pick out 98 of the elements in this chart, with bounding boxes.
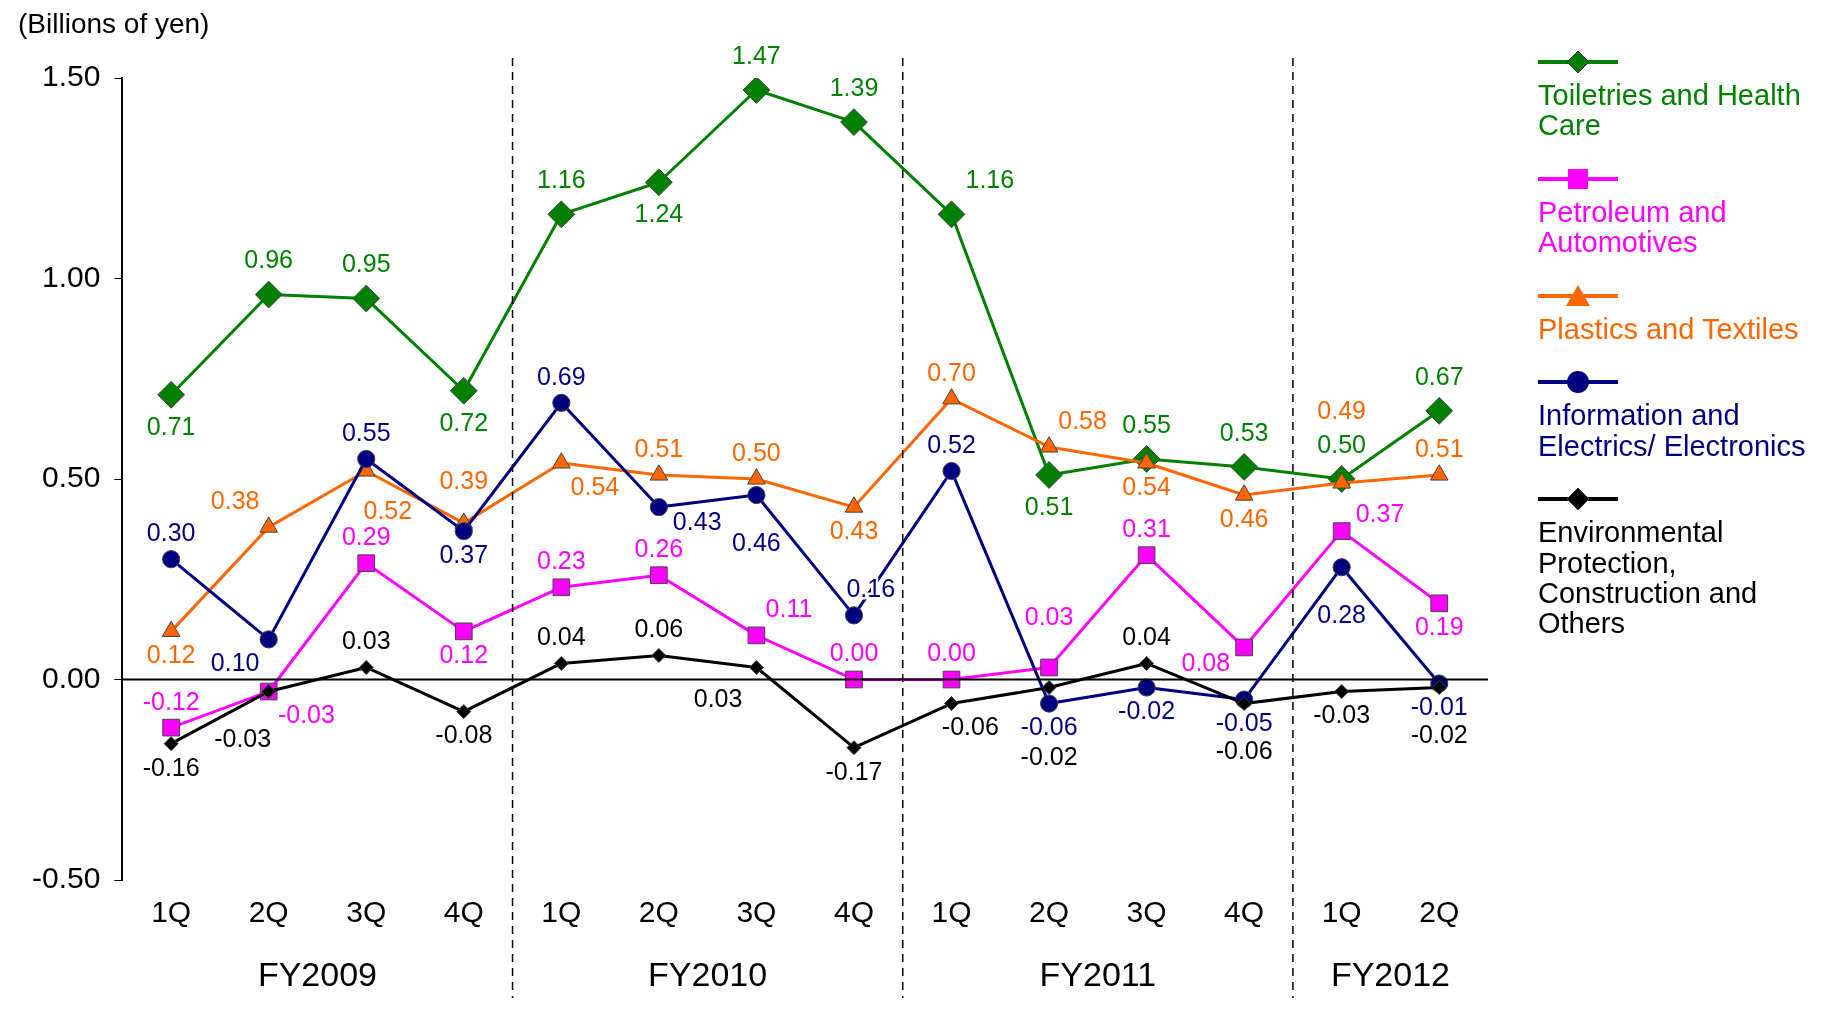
data-label: 0.12 xyxy=(439,640,489,669)
legend-label: Plastics and Textiles xyxy=(1538,312,1800,345)
data-label: -0.02 xyxy=(1410,720,1468,749)
data-label: 0.37 xyxy=(1355,498,1405,527)
y-tick-label: 0.00 xyxy=(41,660,101,694)
data-label: -0.03 xyxy=(1313,700,1371,729)
y-tick-label: 1.50 xyxy=(41,59,101,93)
data-label: 0.53 xyxy=(1219,417,1269,446)
data-label: 0.96 xyxy=(244,245,294,274)
data-label: 0.70 xyxy=(927,357,976,386)
data-label: 1.16 xyxy=(965,165,1015,194)
data-label: -0.06 xyxy=(1215,736,1273,765)
y-tick-label: 0.50 xyxy=(41,460,101,494)
data-label: -0.08 xyxy=(435,720,493,749)
data-label: 0.28 xyxy=(1317,600,1367,629)
x-tick-label: 4Q xyxy=(1224,895,1265,929)
data-label: 0.50 xyxy=(1317,429,1367,458)
x-tick-label: 2Q xyxy=(1419,895,1460,929)
data-label: 0.54 xyxy=(1122,471,1172,500)
data-label: -0.17 xyxy=(825,756,883,785)
data-label: 0.67 xyxy=(1414,361,1464,390)
y-axis-title: (Billions of yen) xyxy=(18,8,210,40)
data-label: 0.31 xyxy=(1122,514,1171,543)
data-label: 0.69 xyxy=(536,361,586,390)
data-label: 0.00 xyxy=(829,638,879,667)
text: FY2009 xyxy=(257,955,378,994)
legend-label: Environmental Protection, Construction and Others xyxy=(1538,516,1759,640)
data-label: 0.12 xyxy=(146,640,196,669)
data-label: 1.24 xyxy=(634,199,684,228)
y-tick-label: -0.50 xyxy=(31,861,101,895)
data-label: 0.49 xyxy=(1317,395,1367,424)
data-label: 0.71 xyxy=(146,411,196,440)
x-tick-label: 4Q xyxy=(833,895,874,929)
data-label: 0.11 xyxy=(765,594,813,623)
data-label: -0.12 xyxy=(142,686,200,715)
data-label: 0.51 xyxy=(1024,491,1074,520)
data-label: 0.95 xyxy=(341,249,391,278)
data-label: 0.10 xyxy=(210,648,260,677)
text: FY2010 xyxy=(648,955,768,994)
data-label: -0.16 xyxy=(142,752,200,781)
data-label: 0.46 xyxy=(1219,503,1269,532)
data-label: 0.04 xyxy=(1122,622,1172,651)
legend-label: Toiletries and Health Care xyxy=(1538,79,1802,142)
data-label: 0.37 xyxy=(439,540,489,569)
legend-label: Information and Electrics/ Electronics xyxy=(1538,399,1807,462)
data-label: 0.50 xyxy=(732,437,781,466)
y-tick-label: 1.00 xyxy=(41,259,101,293)
data-label: 0.72 xyxy=(439,407,489,436)
data-label: 0.43 xyxy=(829,515,879,544)
data-label: 0.43 xyxy=(672,507,722,536)
data-label: 0.03 xyxy=(1024,602,1074,631)
data-label: 0.54 xyxy=(570,471,620,500)
text: FY2012 xyxy=(1330,955,1450,994)
data-label: -0.05 xyxy=(1215,708,1273,737)
data-label: 0.04 xyxy=(536,622,586,651)
data-label: 0.03 xyxy=(341,626,391,655)
data-label: -0.01 xyxy=(1410,692,1468,721)
data-label: 0.55 xyxy=(341,417,391,446)
x-tick-label: 2Q xyxy=(638,895,679,929)
x-tick-label: 1Q xyxy=(1321,895,1362,929)
legend-label: Petroleum and Automotives xyxy=(1538,195,1728,259)
data-label: -0.06 xyxy=(941,712,999,741)
data-label: -0.02 xyxy=(1118,696,1176,725)
data-label: 0.30 xyxy=(146,518,196,547)
data-label: 0.55 xyxy=(1122,409,1171,438)
x-tick-label: 3Q xyxy=(346,895,387,929)
data-label: 0.08 xyxy=(1181,647,1231,676)
data-label: 0.51 xyxy=(1414,433,1464,462)
data-label: -0.03 xyxy=(214,724,272,753)
data-label: 0.52 xyxy=(927,429,976,458)
x-tick-label: 3Q xyxy=(736,895,777,929)
data-label: 0.26 xyxy=(634,534,684,563)
data-label: -0.03 xyxy=(277,700,335,729)
data-label: -0.02 xyxy=(1020,742,1078,771)
data-label: 0.51 xyxy=(634,433,684,462)
data-label: 0.52 xyxy=(363,495,413,524)
x-tick-label: 4Q xyxy=(443,895,484,929)
data-label: 0.03 xyxy=(693,684,743,713)
data-label: 1.39 xyxy=(829,73,879,101)
data-label: -0.06 xyxy=(1020,712,1078,741)
data-label: 0.58 xyxy=(1058,405,1107,434)
data-label: 1.47 xyxy=(732,40,781,69)
text: FY2011 xyxy=(1039,955,1157,994)
x-tick-label: 1Q xyxy=(541,895,582,929)
x-tick-label: 1Q xyxy=(151,895,192,929)
data-label: 0.29 xyxy=(341,522,391,551)
data-label: 1.16 xyxy=(536,165,586,194)
x-tick-label: 2Q xyxy=(1029,895,1070,929)
x-tick-label: 3Q xyxy=(1126,895,1167,929)
x-tick-label: 1Q xyxy=(931,895,972,929)
data-label: 0.06 xyxy=(634,614,684,643)
data-label: 0.00 xyxy=(927,638,976,667)
data-label: 0.46 xyxy=(732,527,781,556)
x-tick-label: 2Q xyxy=(248,895,289,929)
data-label: 0.23 xyxy=(536,546,586,575)
data-label: 0.39 xyxy=(439,466,489,494)
data-label: 0.38 xyxy=(210,486,260,515)
data-label: 0.19 xyxy=(1414,612,1464,641)
